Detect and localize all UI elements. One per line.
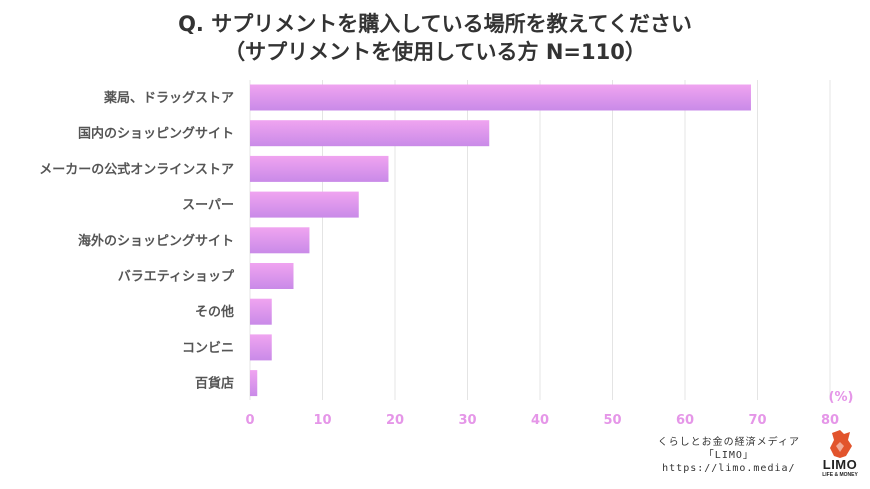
bar (250, 334, 272, 361)
x-axis-ticks: 0 10 20 30 40 50 60 70 80 (245, 413, 839, 428)
bar (250, 227, 310, 254)
category-label: その他 (195, 304, 234, 320)
bar (250, 155, 389, 182)
bar (250, 370, 258, 397)
logo-brand: LIMO (822, 457, 858, 472)
x-tick-label: 30 (458, 413, 476, 428)
x-tick-label: 60 (676, 413, 694, 428)
category-label: 海外のショッピングサイト (78, 233, 234, 249)
x-axis-unit-label: (%) (829, 390, 854, 405)
category-label: バラエティショップ (118, 270, 235, 285)
category-label: 薬局、ドラッグストア (103, 90, 234, 106)
bar (250, 120, 490, 147)
x-tick-label: 80 (821, 413, 839, 428)
footer-url: https://limo.media/ (662, 463, 796, 474)
fox-icon (830, 430, 852, 458)
bar (250, 263, 294, 289)
grid-lines (249, 80, 831, 400)
bar (250, 191, 359, 218)
footer-tagline: くらしとお金の経済メディア (657, 437, 800, 448)
chart-title-line2: （サプリメントを使用している方 N=110） (224, 40, 646, 64)
x-tick-label: 50 (603, 413, 621, 428)
x-tick-label: 40 (531, 413, 549, 428)
category-labels: 薬局、ドラッグストア国内のショッピングサイトメーカーの公式オンラインストアスーパ… (39, 90, 235, 392)
category-label: スーパー (182, 198, 234, 213)
x-tick-label: 70 (748, 413, 766, 428)
bar (250, 298, 272, 325)
bar (250, 84, 751, 111)
category-label: コンビニ (182, 340, 234, 356)
logo-tagline: LIFE & MONEY (822, 472, 858, 478)
limo-logo: LIMO LIFE & MONEY (818, 428, 862, 484)
category-label: 国内のショッピングサイト (78, 126, 234, 142)
x-tick-label: 20 (386, 413, 404, 428)
category-label: 百貨店 (195, 376, 234, 392)
chart-title-line1: Q. サプリメントを購入している場所を教えてください (178, 12, 692, 36)
chart-title: Q. サプリメントを購入している場所を教えてください （サプリメントを使用してい… (0, 10, 870, 66)
category-label: メーカーの公式オンラインストア (39, 161, 234, 177)
bars (250, 84, 751, 397)
footer-brand: 「LIMO」 (703, 450, 754, 461)
x-tick-label: 0 (245, 413, 254, 428)
x-tick-label: 10 (313, 413, 331, 428)
footer-credit: くらしとお金の経済メディア 「LIMO」 https://limo.media/ (658, 436, 800, 475)
